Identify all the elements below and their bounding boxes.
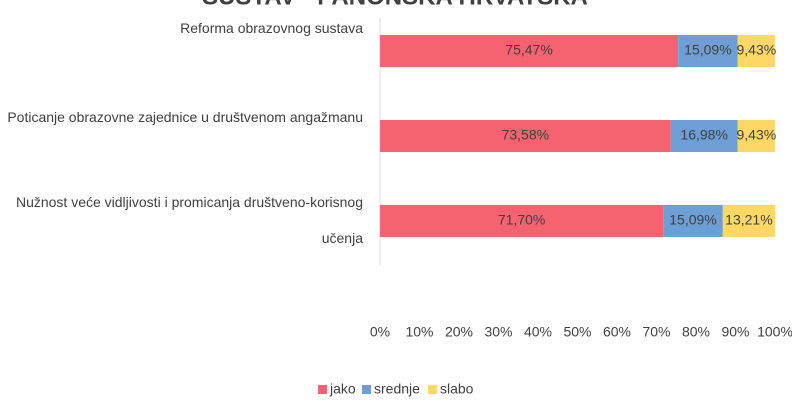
chart-title: SUSTAV - PANONSKA HRVATSKA (202, 0, 588, 10)
bar-segment (670, 120, 738, 152)
x-tick-label: 0% (370, 324, 390, 340)
y-tick-label: Poticanje obrazovne zajednice u društven… (7, 109, 363, 125)
legend-swatch (428, 385, 437, 394)
bar-segment (380, 120, 671, 152)
legend-label: jako (329, 381, 356, 397)
y-tick-label: Reforma obrazovnog sustava (180, 20, 363, 36)
x-tick-label: 30% (484, 324, 512, 340)
x-tick-label: 10% (405, 324, 433, 340)
x-tick-label: 90% (721, 324, 749, 340)
legend-swatch (318, 385, 327, 394)
x-tick-label: 100% (757, 324, 792, 340)
bar-segment (737, 120, 775, 152)
data-label: 71,70% (498, 212, 545, 228)
x-tick-label: 40% (524, 324, 552, 340)
data-label: 73,58% (502, 127, 549, 143)
data-label: 15,09% (669, 212, 716, 228)
x-tick-label: 80% (682, 324, 710, 340)
legend-label: srednje (374, 381, 420, 397)
data-label: 15,09% (684, 42, 731, 58)
legend-swatch (362, 385, 371, 394)
bar-segment (380, 205, 664, 237)
data-label: 16,98% (680, 127, 727, 143)
data-label: 9,43% (736, 42, 776, 58)
x-tick-label: 20% (445, 324, 473, 340)
x-tick-label: 70% (642, 324, 670, 340)
x-tick-label: 50% (563, 324, 591, 340)
bar-segment (663, 205, 723, 237)
x-tick-label: 60% (603, 324, 631, 340)
data-label: 13,21% (725, 212, 772, 228)
bar-segment (678, 35, 738, 67)
legend-label: slabo (440, 381, 474, 397)
bar-segment (722, 205, 775, 237)
data-label: 9,43% (736, 127, 776, 143)
y-tick-label: Nužnost veće vidljivosti i promicanja dr… (15, 194, 363, 246)
bar-segment (737, 35, 775, 67)
data-label: 75,47% (505, 42, 552, 58)
bar-segment (380, 35, 679, 67)
